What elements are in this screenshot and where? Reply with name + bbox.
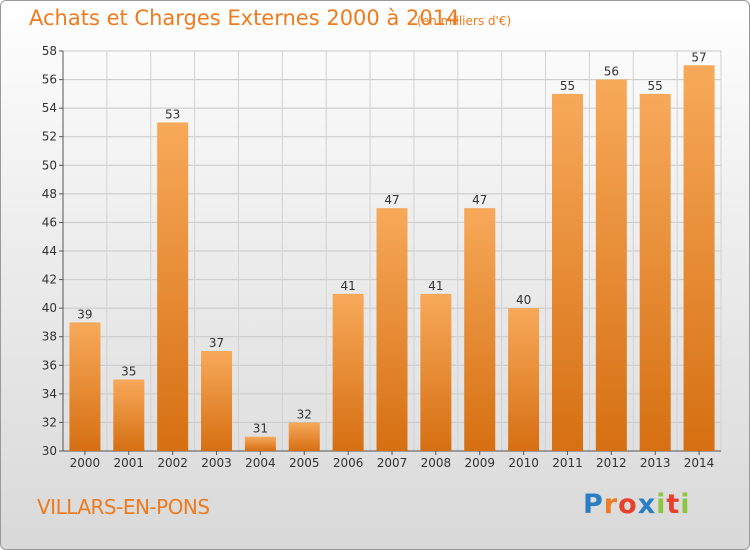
bar-2013 [639,93,671,451]
data-label-2000: 39 [77,307,92,321]
data-label-2012: 56 [604,65,619,79]
bar-2014 [683,65,715,452]
data-label-2002: 53 [165,107,180,121]
x-tick-label-2010: 2010 [508,456,539,470]
chart-unit: (en milliers d'€) [417,14,512,28]
bar-2000 [69,322,101,451]
logo-letter: i [680,489,691,520]
y-tick-label: 48 [42,187,57,201]
data-label-2003: 37 [209,336,224,350]
y-tick-label: 44 [42,244,57,258]
bar-2003 [201,351,233,451]
data-label-2010: 40 [516,293,531,307]
y-tick-label: 38 [42,330,57,344]
logo-letter: x [637,489,657,520]
data-label-2004: 31 [253,422,268,436]
commune-name: VILLARS-EN-PONS [37,495,210,519]
data-label-2005: 32 [297,407,312,421]
x-tick-label-2001: 2001 [114,456,145,470]
data-label-2001: 35 [121,365,136,379]
x-tick-labels: 2000 2001 2002 2003 2004 2005 2006 2007 2008 2009… [70,456,715,470]
bar-2002 [157,122,189,451]
data-label-2007: 47 [384,193,399,207]
proxiti-logo: Proxiti [583,489,691,520]
bar-2007 [376,208,408,451]
y-tick-label: 36 [42,358,57,372]
y-tick-label: 52 [42,130,57,144]
logo-letter: r [603,489,619,520]
data-label-2013: 55 [648,79,663,93]
bar-2004 [244,436,276,451]
x-tick-label-2009: 2009 [464,456,495,470]
y-tick-label: 46 [42,215,57,229]
logo-letter: o [618,489,638,520]
x-tick-label-2012: 2012 [596,456,627,470]
x-tick-label-2013: 2013 [640,456,671,470]
logo-letter: i [656,489,667,520]
bar-2001 [113,379,145,451]
x-tick-label-2003: 2003 [201,456,232,470]
x-tick-label-2002: 2002 [157,456,188,470]
x-tick-label-2008: 2008 [421,456,452,470]
y-tick-label: 40 [42,301,57,315]
y-tick-label: 56 [42,73,57,87]
bar-2006 [332,293,364,451]
y-tick-label: 34 [42,387,57,401]
logo-letter: t [666,489,681,520]
bars [69,65,715,452]
logo-letter: P [583,489,604,520]
chart-title: Achats et Charges Externes 2000 à 2014 [29,6,460,30]
y-tick-labels: 30 32 34 36 38 40 42 44 46 48 50 52 54 56 58 [42,44,57,458]
bar-2011 [551,93,583,451]
x-tick-label-2004: 2004 [245,456,276,470]
x-tick-label-2014: 2014 [684,456,715,470]
y-tick-label: 32 [42,415,57,429]
y-tick-label: 42 [42,273,57,287]
bar-2009 [464,208,496,451]
data-label-2011: 55 [560,79,575,93]
x-tick-label-2011: 2011 [552,456,583,470]
x-tick-label-2000: 2000 [70,456,101,470]
bar-2010 [508,308,540,451]
data-labels: 39 35 53 37 31 32 41 47 41 47 40 55 56 55 57 [77,50,706,435]
y-tick-label: 58 [42,44,57,58]
data-label-2009: 47 [472,193,487,207]
data-label-2008: 41 [428,279,443,293]
bar-2012 [595,79,627,452]
y-tick-label: 50 [42,158,57,172]
y-tick-label: 30 [42,444,57,458]
x-tick-label-2006: 2006 [333,456,364,470]
x-tick-label-2007: 2007 [377,456,408,470]
data-label-2014: 57 [691,50,706,64]
bar-2008 [420,293,452,451]
x-tick-label-2005: 2005 [289,456,320,470]
data-label-2006: 41 [340,279,355,293]
y-tick-label: 54 [42,101,57,115]
bar-2005 [288,422,320,451]
